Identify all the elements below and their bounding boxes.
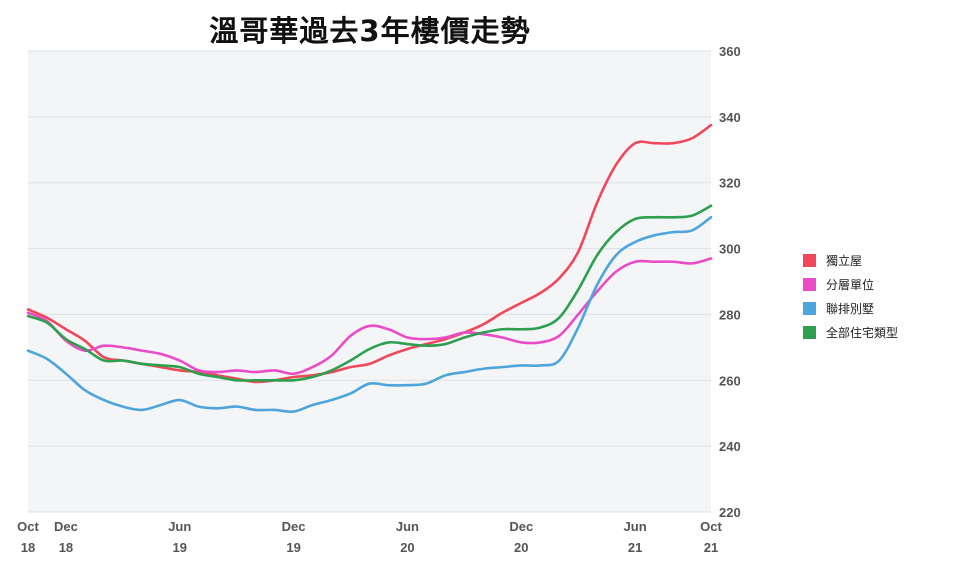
legend-label-3: 全部住宅類型 <box>826 325 898 340</box>
y-tick-label-220: 220 <box>719 505 741 520</box>
series-line-2 <box>26 215 713 414</box>
legend-swatch-0 <box>803 254 816 267</box>
legend-label-0: 獨立屋 <box>826 253 862 268</box>
plot-area <box>28 51 711 512</box>
series-line-1 <box>26 257 713 376</box>
x-tick-label-5-1: 20 <box>514 540 528 555</box>
y-tick-label-280: 280 <box>719 307 741 322</box>
legend-swatch-3 <box>803 326 816 339</box>
x-tick-label-2-1: 19 <box>173 540 187 555</box>
y-tick-label-320: 320 <box>719 176 741 191</box>
y-tick-label-300: 300 <box>719 242 741 257</box>
x-tick-label-3-1: 19 <box>286 540 300 555</box>
x-tick-label-4-1: 20 <box>400 540 414 555</box>
x-tick-label-0-0: Oct <box>17 519 39 534</box>
legend-label-2: 聯排別墅 <box>826 302 874 316</box>
y-tick-label-360: 360 <box>719 44 741 59</box>
x-tick-label-7-1: 21 <box>704 540 718 555</box>
y-tick-label-240: 240 <box>719 439 741 454</box>
y-tick-label-340: 340 <box>719 110 741 125</box>
series-line-3 <box>26 204 713 382</box>
y-tick-label-260: 260 <box>719 373 741 388</box>
legend-label-1: 分層單位 <box>826 277 874 292</box>
legend-swatch-2 <box>803 302 816 315</box>
x-tick-label-5-0: Dec <box>509 519 533 534</box>
x-tick-label-3-0: Dec <box>282 519 306 534</box>
x-tick-label-7-0: Oct <box>700 519 722 534</box>
x-tick-label-1-0: Dec <box>54 519 78 534</box>
x-tick-label-1-1: 18 <box>59 540 73 555</box>
chart-title: 溫哥華過去3年樓價走勢 <box>209 14 531 48</box>
x-tick-label-0-1: 18 <box>21 540 35 555</box>
legend-swatch-1 <box>803 278 816 291</box>
x-tick-label-6-1: 21 <box>628 540 642 555</box>
x-tick-label-4-0: Jun <box>396 519 419 534</box>
x-tick-label-2-0: Jun <box>168 519 191 534</box>
x-tick-label-6-0: Jun <box>624 519 647 534</box>
